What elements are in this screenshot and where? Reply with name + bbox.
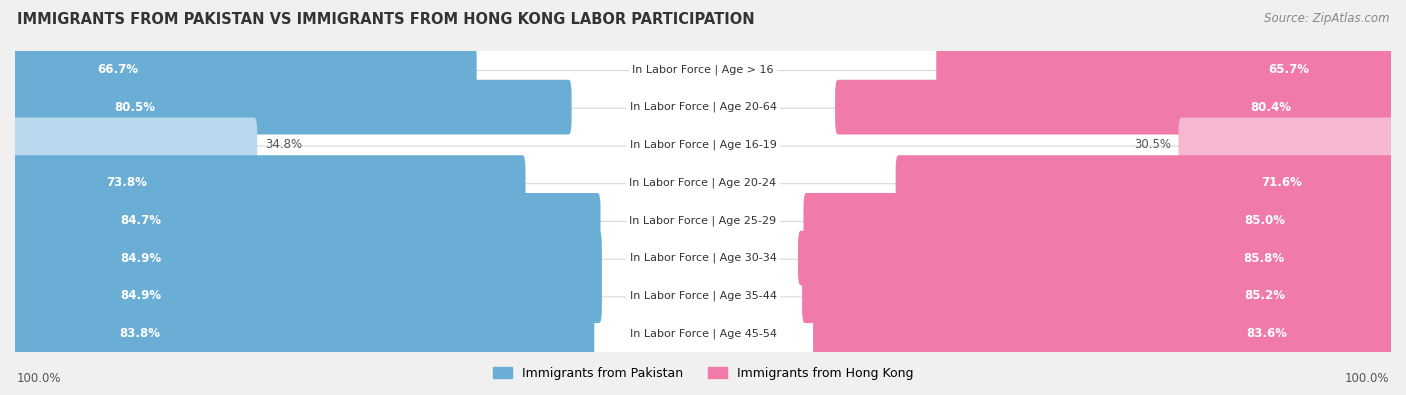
Text: 80.4%: 80.4% bbox=[1250, 101, 1292, 114]
FancyBboxPatch shape bbox=[936, 42, 1393, 97]
Text: IMMIGRANTS FROM PAKISTAN VS IMMIGRANTS FROM HONG KONG LABOR PARTICIPATION: IMMIGRANTS FROM PAKISTAN VS IMMIGRANTS F… bbox=[17, 12, 755, 27]
FancyBboxPatch shape bbox=[18, 146, 1388, 219]
Text: 100.0%: 100.0% bbox=[1344, 372, 1389, 385]
Text: 73.8%: 73.8% bbox=[107, 176, 148, 189]
FancyBboxPatch shape bbox=[18, 259, 1388, 332]
Text: 84.9%: 84.9% bbox=[120, 252, 162, 265]
Text: 83.6%: 83.6% bbox=[1247, 327, 1288, 340]
FancyBboxPatch shape bbox=[13, 306, 595, 361]
FancyBboxPatch shape bbox=[18, 108, 1388, 181]
Text: 34.8%: 34.8% bbox=[264, 138, 302, 151]
Text: 85.0%: 85.0% bbox=[1244, 214, 1285, 227]
FancyBboxPatch shape bbox=[799, 231, 1393, 286]
Text: 85.8%: 85.8% bbox=[1244, 252, 1285, 265]
FancyBboxPatch shape bbox=[801, 269, 1393, 323]
Text: In Labor Force | Age > 16: In Labor Force | Age > 16 bbox=[633, 64, 773, 75]
Text: 100.0%: 100.0% bbox=[17, 372, 62, 385]
Text: 80.5%: 80.5% bbox=[115, 101, 156, 114]
Text: 83.8%: 83.8% bbox=[118, 327, 160, 340]
Text: 84.7%: 84.7% bbox=[120, 214, 160, 227]
FancyBboxPatch shape bbox=[835, 80, 1393, 134]
FancyBboxPatch shape bbox=[13, 193, 600, 248]
Text: In Labor Force | Age 20-64: In Labor Force | Age 20-64 bbox=[630, 102, 776, 113]
FancyBboxPatch shape bbox=[896, 155, 1393, 210]
Text: In Labor Force | Age 20-24: In Labor Force | Age 20-24 bbox=[630, 177, 776, 188]
Text: In Labor Force | Age 45-54: In Labor Force | Age 45-54 bbox=[630, 328, 776, 339]
Text: Source: ZipAtlas.com: Source: ZipAtlas.com bbox=[1264, 12, 1389, 25]
Text: 85.2%: 85.2% bbox=[1244, 289, 1285, 302]
FancyBboxPatch shape bbox=[13, 80, 572, 134]
FancyBboxPatch shape bbox=[803, 193, 1393, 248]
Legend: Immigrants from Pakistan, Immigrants from Hong Kong: Immigrants from Pakistan, Immigrants fro… bbox=[488, 362, 918, 385]
Text: In Labor Force | Age 35-44: In Labor Force | Age 35-44 bbox=[630, 290, 776, 301]
Text: In Labor Force | Age 16-19: In Labor Force | Age 16-19 bbox=[630, 139, 776, 150]
Text: 65.7%: 65.7% bbox=[1268, 63, 1309, 76]
FancyBboxPatch shape bbox=[18, 33, 1388, 106]
FancyBboxPatch shape bbox=[13, 231, 602, 286]
FancyBboxPatch shape bbox=[18, 71, 1388, 144]
Text: 84.9%: 84.9% bbox=[120, 289, 162, 302]
FancyBboxPatch shape bbox=[13, 42, 477, 97]
Text: 66.7%: 66.7% bbox=[97, 63, 139, 76]
FancyBboxPatch shape bbox=[13, 117, 257, 172]
FancyBboxPatch shape bbox=[1178, 117, 1393, 172]
FancyBboxPatch shape bbox=[13, 269, 602, 323]
Text: 71.6%: 71.6% bbox=[1261, 176, 1302, 189]
Text: In Labor Force | Age 25-29: In Labor Force | Age 25-29 bbox=[630, 215, 776, 226]
FancyBboxPatch shape bbox=[18, 222, 1388, 295]
Text: In Labor Force | Age 30-34: In Labor Force | Age 30-34 bbox=[630, 253, 776, 263]
FancyBboxPatch shape bbox=[13, 155, 526, 210]
FancyBboxPatch shape bbox=[18, 297, 1388, 370]
FancyBboxPatch shape bbox=[18, 184, 1388, 257]
Text: 30.5%: 30.5% bbox=[1133, 138, 1171, 151]
FancyBboxPatch shape bbox=[813, 306, 1393, 361]
